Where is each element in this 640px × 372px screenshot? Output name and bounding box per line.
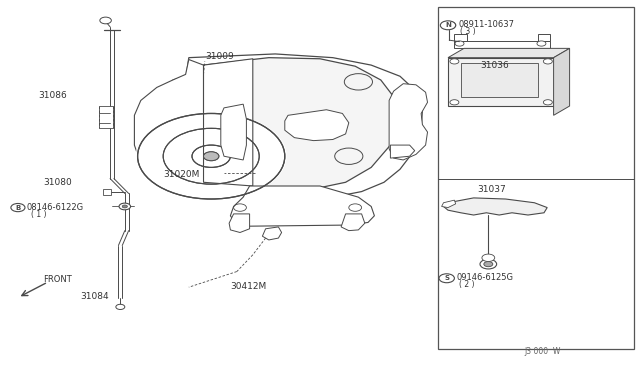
Text: ( 1 ): ( 1 ) <box>31 210 46 219</box>
Text: ( 2 ): ( 2 ) <box>459 280 474 289</box>
Text: 31080: 31080 <box>44 178 72 187</box>
Circle shape <box>440 21 456 30</box>
Polygon shape <box>229 214 250 232</box>
Polygon shape <box>262 227 282 240</box>
Text: J3 000  W: J3 000 W <box>525 347 561 356</box>
Circle shape <box>482 254 495 262</box>
Circle shape <box>484 262 493 267</box>
Polygon shape <box>454 34 467 41</box>
Polygon shape <box>389 84 428 160</box>
Circle shape <box>136 112 287 200</box>
Text: 31009: 31009 <box>205 52 234 61</box>
Text: 08911-10637: 08911-10637 <box>458 20 515 29</box>
Bar <box>448 58 554 106</box>
Text: 31036: 31036 <box>480 61 509 70</box>
Circle shape <box>122 205 127 208</box>
Text: ( 3 ): ( 3 ) <box>460 27 475 36</box>
Bar <box>461 63 538 97</box>
Circle shape <box>443 22 456 29</box>
Text: 09146-6125G: 09146-6125G <box>457 273 514 282</box>
Text: S: S <box>444 275 449 281</box>
Circle shape <box>450 100 459 105</box>
Text: 31020M: 31020M <box>163 170 200 179</box>
Polygon shape <box>230 186 374 226</box>
Polygon shape <box>538 34 550 41</box>
Text: 31037: 31037 <box>477 185 506 194</box>
Circle shape <box>543 59 552 64</box>
Text: 30412M: 30412M <box>230 282 267 291</box>
Bar <box>103 189 111 195</box>
Bar <box>99 106 113 128</box>
Circle shape <box>119 203 131 210</box>
Circle shape <box>100 17 111 24</box>
Polygon shape <box>448 48 570 58</box>
Text: 08146-6122G: 08146-6122G <box>27 203 84 212</box>
Text: 31084: 31084 <box>80 292 109 301</box>
Circle shape <box>450 59 459 64</box>
Text: 31086: 31086 <box>38 92 67 100</box>
Circle shape <box>204 152 219 161</box>
Circle shape <box>439 274 454 283</box>
Text: B: B <box>15 205 20 211</box>
Polygon shape <box>204 59 253 186</box>
Polygon shape <box>390 145 415 158</box>
Circle shape <box>204 152 219 161</box>
Circle shape <box>116 304 125 310</box>
Circle shape <box>455 41 464 46</box>
Polygon shape <box>442 200 456 208</box>
Text: N: N <box>445 22 451 28</box>
Polygon shape <box>172 65 204 186</box>
Polygon shape <box>341 214 365 231</box>
Polygon shape <box>221 104 246 160</box>
Bar <box>438 7 634 349</box>
Bar <box>454 41 550 48</box>
Polygon shape <box>444 198 547 215</box>
Polygon shape <box>204 58 397 190</box>
Circle shape <box>480 259 497 269</box>
Polygon shape <box>172 54 422 199</box>
Text: FRONT: FRONT <box>44 275 72 283</box>
Circle shape <box>11 203 25 212</box>
Circle shape <box>537 41 546 46</box>
Polygon shape <box>554 48 570 115</box>
Circle shape <box>543 100 552 105</box>
Polygon shape <box>134 60 204 186</box>
Polygon shape <box>285 110 349 141</box>
